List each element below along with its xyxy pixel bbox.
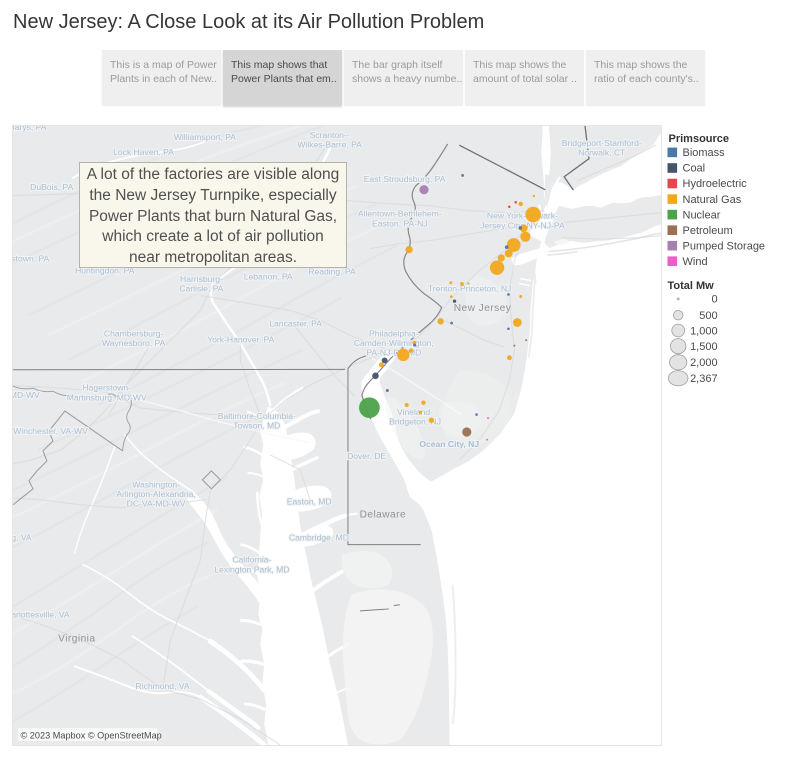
svg-text:Allentown-Bethlehem-: Allentown-Bethlehem- — [358, 209, 442, 219]
svg-text:Camden-Wilmington,: Camden-Wilmington, — [354, 338, 434, 348]
svg-text:Trenton-Princeton, NJ: Trenton-Princeton, NJ — [428, 283, 511, 293]
svg-text:Reading, PA: Reading, PA — [308, 267, 356, 277]
svg-text:Cambridge, MD: Cambridge, MD — [289, 533, 349, 543]
svg-text:DuBois, PA: DuBois, PA — [30, 182, 73, 192]
svg-text:Norwalk, CT: Norwalk, CT — [578, 148, 626, 158]
svg-text:Harrisburg-: Harrisburg- — [180, 274, 223, 284]
svg-text:Scranton--: Scranton-- — [310, 130, 350, 140]
svg-text:Williamsport, PA: Williamsport, PA — [174, 132, 236, 142]
svg-text:Delaware: Delaware — [360, 510, 407, 521]
svg-text:Primsource: Primsource — [669, 133, 730, 145]
svg-text:New York-Newark-: New York-Newark- — [487, 211, 558, 221]
svg-text:California-: California- — [232, 555, 271, 565]
svg-text:Wind: Wind — [683, 256, 708, 268]
svg-text:Hydroelectric: Hydroelectric — [683, 178, 748, 190]
svg-text:Total Mw: Total Mw — [668, 280, 715, 292]
svg-text:Lebanon, PA: Lebanon, PA — [244, 272, 293, 282]
svg-text:Ocean City, NJ: Ocean City, NJ — [419, 439, 479, 449]
svg-text:East Stroudsburg, PA: East Stroudsburg, PA — [364, 174, 446, 184]
svg-text:Arlington-Alexandria,: Arlington-Alexandria, — [116, 489, 195, 499]
svg-text:Cumberland, MD-WV: Cumberland, MD-WV — [12, 390, 40, 400]
svg-text:1,000: 1,000 — [690, 325, 718, 337]
svg-text:York-Hanover, PA: York-Hanover, PA — [207, 334, 274, 344]
svg-text:Baltimore-Columbia-: Baltimore-Columbia- — [218, 411, 296, 421]
svg-text:Petroleum: Petroleum — [683, 225, 733, 237]
svg-text:Waynesboro, PA: Waynesboro, PA — [102, 338, 166, 348]
svg-text:Dover, DE: Dover, DE — [347, 451, 386, 461]
svg-text:Bridgeport-Stamford-: Bridgeport-Stamford- — [562, 138, 642, 148]
svg-text:Bridgeton, NJ: Bridgeton, NJ — [389, 417, 441, 427]
svg-text:Charlottesville, VA: Charlottesville, VA — [12, 609, 70, 619]
svg-text:Lexington Park, MD: Lexington Park, MD — [214, 564, 289, 574]
svg-text:DC-VA-MD-WV: DC-VA-MD-WV — [127, 499, 186, 509]
svg-text:Pumped Storage: Pumped Storage — [683, 240, 766, 252]
svg-text:New Jersey: New Jersey — [454, 303, 512, 314]
svg-text:Natural Gas: Natural Gas — [683, 194, 742, 206]
svg-text:Martinsburg, MD-WV: Martinsburg, MD-WV — [67, 392, 147, 402]
svg-text:Biomass: Biomass — [683, 147, 726, 159]
svg-text:Vineland-: Vineland- — [397, 407, 433, 417]
svg-text:Richmond, VA: Richmond, VA — [136, 681, 190, 691]
svg-text:Easton, MD: Easton, MD — [287, 496, 332, 506]
svg-text:Coal: Coal — [683, 163, 706, 175]
svg-text:Washington-: Washington- — [132, 479, 180, 489]
svg-text:1,500: 1,500 — [690, 341, 718, 353]
svg-text:Chambersburg-: Chambersburg- — [104, 328, 164, 338]
svg-text:Winchester, VA-WV: Winchester, VA-WV — [13, 426, 88, 436]
svg-text:2,000: 2,000 — [690, 357, 718, 369]
svg-text:Hagerstown-: Hagerstown- — [82, 383, 131, 393]
svg-text:Johnstown, PA: Johnstown, PA — [12, 254, 50, 264]
svg-text:0: 0 — [711, 294, 717, 306]
svg-text:Towson, MD: Towson, MD — [233, 421, 280, 431]
svg-text:PA-NJ-DE-MD: PA-NJ-DE-MD — [366, 348, 421, 358]
svg-text:Philadelphia-: Philadelphia- — [369, 328, 419, 338]
svg-text:2,367: 2,367 — [690, 373, 718, 385]
svg-text:Wilkes-Barre, PA: Wilkes-Barre, PA — [297, 140, 362, 150]
svg-text:Marys, PA: Marys, PA — [12, 125, 47, 132]
svg-text:Carlisle, PA: Carlisle, PA — [179, 284, 223, 294]
svg-text:© 2023 Mapbox © OpenStreetMap: © 2023 Mapbox © OpenStreetMap — [21, 731, 162, 741]
svg-text:Harrisonburg, VA: Harrisonburg, VA — [12, 533, 32, 543]
svg-text:500: 500 — [699, 310, 717, 322]
svg-text:Easton, PA-NJ: Easton, PA-NJ — [372, 218, 428, 228]
svg-text:Lock Haven, PA: Lock Haven, PA — [113, 147, 174, 157]
svg-text:Lancaster, PA: Lancaster, PA — [269, 318, 322, 328]
svg-text:Virginia: Virginia — [58, 634, 95, 645]
svg-text:Nuclear: Nuclear — [683, 209, 721, 221]
